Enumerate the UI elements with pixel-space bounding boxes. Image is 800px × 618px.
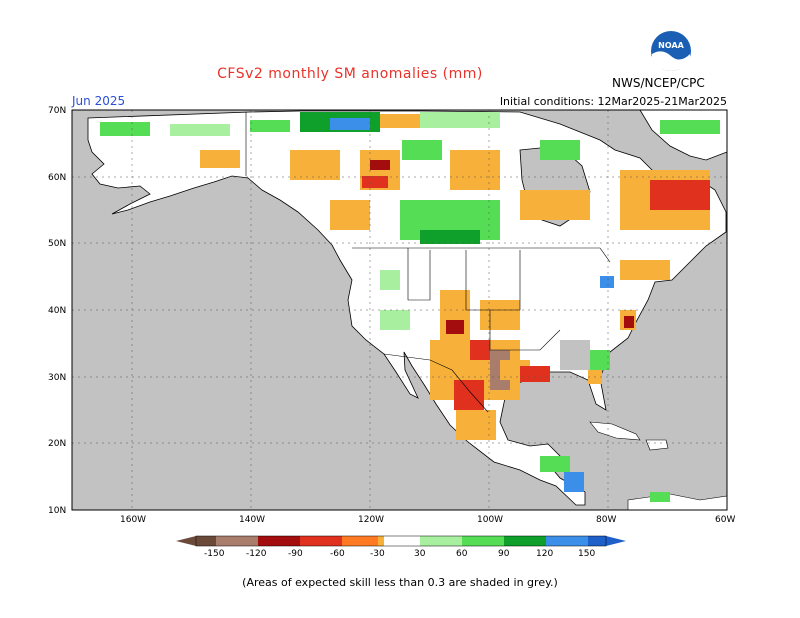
noaa-logo: NOAA: [651, 31, 691, 71]
longitude-labels: 160W 140W 120W 100W 80W 60W: [120, 515, 735, 525]
lat-label: 30N: [48, 373, 66, 383]
colorbar-swatch: [588, 536, 606, 546]
colorbar-swatch: [504, 536, 546, 546]
colorbar-label: -120: [246, 549, 267, 559]
initial-conditions: Initial conditions: 12Mar2025-21Mar2025: [499, 95, 727, 108]
colorbar-swatch: [300, 536, 342, 546]
footnote: (Areas of expected skill less than 0.3 a…: [242, 576, 558, 589]
colorbar-swatch: [462, 536, 504, 546]
colorbar-arrow-high: [606, 536, 626, 546]
political-borders: [245, 112, 611, 413]
hispaniola: [645, 439, 669, 451]
lat-label: 70N: [48, 106, 66, 116]
chart-title: CFSv2 monthly SM anomalies (mm): [217, 66, 483, 82]
colorbar: -150 -120 -90 -60 -30 30 60 90 120 150: [176, 535, 626, 559]
colorbar-label: 90: [498, 549, 510, 559]
lon-label: 60W: [715, 515, 735, 525]
colorbar-label: 30: [414, 549, 426, 559]
agency-label: NWS/NCEP/CPC: [612, 76, 705, 90]
colorbar-label: 150: [578, 549, 595, 559]
forecast-month: Jun 2025: [72, 94, 126, 108]
lat-label: 20N: [48, 439, 66, 449]
colorbar-swatch: [216, 536, 258, 546]
lon-label: 120W: [358, 515, 384, 525]
colorbar-label: -150: [204, 549, 225, 559]
lat-label: 10N: [48, 506, 66, 516]
colorbar-label: -60: [330, 549, 345, 559]
logo-text: NOAA: [658, 41, 684, 50]
lat-label: 60N: [48, 173, 66, 183]
lon-label: 80W: [596, 515, 616, 525]
colorbar-label: -30: [370, 549, 385, 559]
lon-label: 100W: [477, 515, 503, 525]
lat-label: 50N: [48, 239, 66, 249]
colorbar-swatch: [258, 536, 300, 546]
colorbar-swatch: [196, 536, 216, 546]
map-frame: [71, 109, 728, 511]
colorbar-label: -90: [288, 549, 303, 559]
colorbar-swatch: [378, 536, 384, 546]
colorbar-label: 60: [456, 549, 468, 559]
cuba: [589, 421, 641, 441]
anomaly-patches: [100, 112, 720, 502]
colorbar-swatch: [546, 536, 588, 546]
colorbar-swatch: [342, 536, 378, 546]
latitude-labels: 70N 60N 50N 40N 30N 20N 10N: [48, 106, 66, 516]
lon-label: 140W: [239, 515, 265, 525]
colorbar-label: 120: [536, 549, 553, 559]
colorbar-swatch: [384, 536, 420, 546]
lat-label: 40N: [48, 306, 66, 316]
colorbar-swatch: [420, 536, 462, 546]
colorbar-arrow-low: [176, 536, 196, 546]
lon-label: 160W: [120, 515, 146, 525]
